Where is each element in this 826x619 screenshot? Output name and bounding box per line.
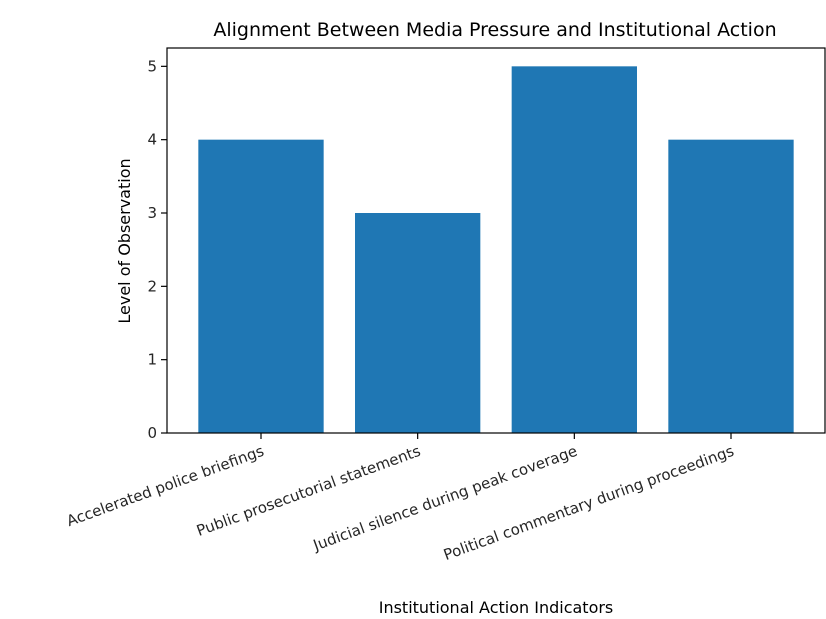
bar-3 (511, 66, 637, 433)
y-tick-label: 3 (147, 204, 157, 222)
y-tick-label: 1 (147, 351, 157, 369)
plot-area (166, 47, 826, 434)
y-tick-label: 4 (147, 131, 157, 149)
axes-frame (166, 47, 826, 434)
y-tick-label: 0 (147, 424, 157, 442)
x-tick-label: Political commentary during proceedings (441, 442, 736, 564)
y-axis: 0 1 2 3 4 5 (147, 57, 167, 442)
x-axis-label: Institutional Action Indicators (379, 598, 614, 617)
y-tick-label: 2 (147, 277, 157, 295)
bar-4 (668, 139, 794, 434)
bar-2 (355, 213, 481, 433)
y-axis-label: Level of Observation (115, 158, 134, 323)
y-tick-label: 5 (147, 57, 157, 75)
bar-1 (198, 139, 324, 434)
x-tick-label: Judicial silence during peak coverage (310, 442, 580, 555)
chart-title: Alignment Between Media Pressure and Ins… (213, 19, 776, 41)
